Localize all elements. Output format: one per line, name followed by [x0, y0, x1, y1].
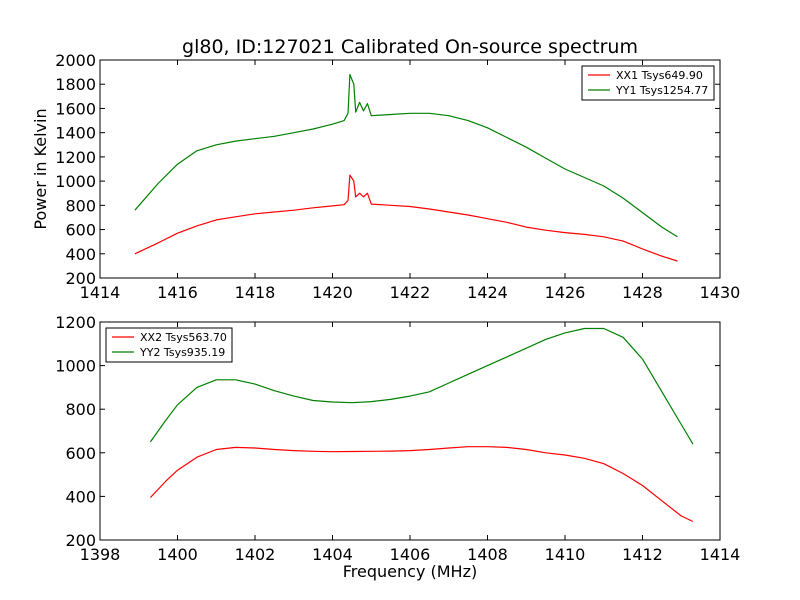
top-panel: 1414 1416 1418 1420 1422 1424 1426 1428 1430 200 4…	[55, 51, 740, 302]
y-tick-label: 1800	[55, 75, 96, 94]
bottom-panel: 1398 1400 1402 1404 1406 1408 1410 1412 1414 200 4…	[55, 313, 740, 564]
legend-label-2: YY2 Tsys935.19	[139, 346, 225, 359]
x-tick-label: 1414	[80, 283, 121, 302]
legend: XX1 Tsys649.90 YY1 Tsys1254.77	[581, 65, 715, 101]
series-line-2	[149, 327, 694, 445]
x-tick-label: 1416	[157, 283, 198, 302]
x-axis-label: Frequency (MHz)	[343, 562, 477, 581]
y-tick-label: 600	[65, 221, 96, 240]
legend-box	[581, 65, 715, 101]
y-axis-label: Power in Kelvin	[31, 108, 50, 229]
legend-box	[105, 327, 233, 363]
y-tick-label: 1000	[55, 172, 96, 191]
y-tick-label: 200	[65, 269, 96, 288]
x-tick-label: 1402	[235, 545, 276, 564]
y-tick-label: 600	[65, 444, 96, 463]
y-tick-label: 2000	[55, 51, 96, 70]
legend-label-1: XX2 Tsys563.70	[140, 331, 227, 344]
legend: XX2 Tsys563.70 YY2 Tsys935.19	[105, 327, 233, 363]
x-tick-label: 1414	[700, 545, 741, 564]
y-tick-label: 800	[65, 400, 96, 419]
legend-label-2: YY1 Tsys1254.77	[615, 84, 708, 97]
series-line-2	[134, 73, 678, 238]
y-tick-label: 1000	[55, 357, 96, 376]
x-tick-label: 1410	[545, 545, 586, 564]
chart-title: gl80, ID:127021 Calibrated On-source spe…	[182, 36, 638, 58]
y-tick-label: 800	[65, 196, 96, 215]
y-tick-label: 1200	[55, 313, 96, 332]
x-tick-label: 1408	[467, 545, 508, 564]
x-tick-label: 1420	[312, 283, 353, 302]
x-tick-label: 1424	[467, 283, 508, 302]
x-tick-label: 1406	[390, 545, 431, 564]
x-tick-label: 1404	[312, 545, 353, 564]
x-tick-label: 1428	[622, 283, 663, 302]
y-tick-label: 400	[65, 245, 96, 264]
y-tick-label: 400	[65, 487, 96, 506]
series-line-1	[149, 446, 694, 523]
y-tick-label: 1600	[55, 99, 96, 118]
legend-label-1: XX1 Tsys649.90	[616, 69, 703, 82]
x-tick-label: 1398	[80, 545, 121, 564]
x-tick-label: 1426	[545, 283, 586, 302]
y-tick-label: 1400	[55, 124, 96, 143]
y-tick-label: 1200	[55, 148, 96, 167]
x-tick-label: 1418	[235, 283, 276, 302]
x-tick-label: 1412	[622, 545, 663, 564]
x-tick-label: 1430	[700, 283, 741, 302]
x-tick-label: 1400	[157, 545, 198, 564]
y-tick-label: 200	[65, 531, 96, 550]
series-line-1	[134, 174, 678, 262]
x-tick-label: 1422	[390, 283, 431, 302]
